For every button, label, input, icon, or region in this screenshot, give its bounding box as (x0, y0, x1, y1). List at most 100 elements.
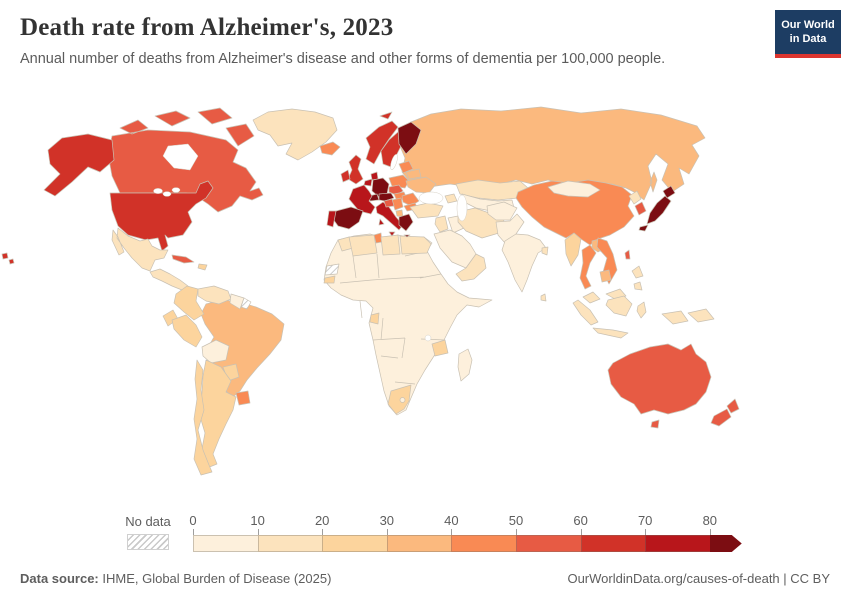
legend-no-data: No data (124, 514, 172, 550)
country-croatia-slovenia[interactable] (383, 198, 395, 208)
country-australia[interactable] (607, 343, 712, 415)
country-western-sahara[interactable] (324, 263, 340, 276)
country-portugal[interactable] (326, 210, 337, 228)
legend-bin-60-70[interactable] (580, 535, 646, 552)
country-serbia-bosnia[interactable] (391, 197, 404, 211)
country-malaysia[interactable] (582, 288, 627, 304)
country-italy[interactable] (375, 201, 404, 237)
water-great-lakes (162, 191, 172, 197)
country-united-states-hawaii[interactable] (1, 252, 15, 265)
owid-logo[interactable]: Our World in Data (775, 10, 841, 58)
country-turkey[interactable] (409, 202, 444, 219)
country-ireland[interactable] (340, 169, 351, 183)
country-tanzania[interactable] (431, 339, 449, 357)
legend-bin-70-80[interactable] (645, 535, 710, 552)
legend-tick-50: 50 (508, 513, 524, 528)
country-iceland[interactable] (319, 141, 341, 156)
water-lake-victoria (424, 334, 432, 342)
country-spain[interactable] (332, 206, 364, 230)
country-caucasus[interactable] (444, 193, 458, 204)
country-central-america[interactable] (149, 268, 189, 291)
country-senegal[interactable] (323, 275, 336, 284)
country-france[interactable] (348, 184, 376, 215)
country-finland[interactable] (397, 121, 422, 155)
legend-tick-70: 70 (637, 513, 653, 528)
country-sweden[interactable] (380, 131, 405, 168)
country-new-zealand[interactable] (710, 398, 740, 427)
legend-tick-80: 80 (702, 513, 718, 528)
legend-tickmark-20 (322, 529, 324, 535)
country-lesotho[interactable] (399, 397, 406, 403)
country-pakistan[interactable] (495, 213, 525, 244)
legend-bin-50-60[interactable] (515, 535, 581, 552)
country-papua-new-guinea[interactable] (687, 308, 715, 323)
legend-no-data-swatch[interactable] (127, 534, 169, 550)
water-caspian-sea (456, 194, 468, 222)
country-cuba[interactable] (171, 254, 195, 264)
legend-tick-10: 10 (250, 513, 265, 528)
country-mongolia[interactable] (547, 180, 601, 198)
country-egypt[interactable] (399, 235, 432, 255)
water-great-lakes (171, 187, 181, 193)
country-greece[interactable] (398, 213, 414, 238)
country-baltics[interactable] (398, 160, 414, 174)
country-brazil[interactable] (200, 299, 285, 398)
legend-bin-20-30[interactable] (322, 535, 387, 552)
legend-tick-40: 40 (444, 513, 459, 528)
country-united-states[interactable] (109, 180, 214, 252)
country-thailand[interactable] (579, 244, 597, 290)
country-benelux[interactable] (363, 178, 373, 187)
water-black-sea (418, 191, 444, 205)
page-title: Death rate from Alzheimer's, 2023 (20, 14, 394, 41)
country-levant[interactable] (434, 215, 449, 233)
country-indonesia[interactable] (572, 295, 689, 339)
country-afghanistan[interactable] (486, 201, 518, 221)
country-madagascar[interactable] (457, 348, 473, 382)
country-india[interactable] (501, 233, 547, 293)
footer-source-text: IHME, Global Burden of Disease (2025) (102, 571, 332, 586)
country-south-korea[interactable] (634, 201, 647, 216)
country-myanmar[interactable] (564, 232, 582, 267)
country-libya[interactable] (380, 234, 401, 256)
legend-bin-10-20[interactable] (257, 535, 323, 552)
country-oman-yemen[interactable] (455, 253, 487, 282)
legend-tickmark-30 (386, 529, 388, 535)
legend-bin-40-50[interactable] (451, 535, 516, 552)
country-colombia[interactable] (173, 285, 205, 321)
country-algeria[interactable] (348, 234, 378, 257)
country-vietnam[interactable] (596, 237, 618, 285)
country-united-kingdom[interactable] (347, 154, 364, 185)
legend-bin-80+[interactable] (709, 535, 742, 552)
country-chile[interactable] (193, 359, 213, 476)
legend-bin-30-40[interactable] (386, 535, 452, 552)
legend-tick-30: 30 (379, 513, 395, 528)
country-peru[interactable] (171, 314, 203, 348)
country-guyana-suriname[interactable] (229, 293, 245, 310)
country-cambodia[interactable] (599, 269, 612, 283)
country-north-korea[interactable] (628, 190, 642, 205)
country-venezuela[interactable] (197, 285, 232, 305)
chart-header: Death rate from Alzheimer's, 2023 Annual… (20, 14, 760, 67)
country-greenland[interactable] (252, 108, 338, 161)
country-mexico[interactable] (111, 227, 169, 272)
country-bangladesh[interactable] (541, 246, 549, 256)
legend-bin-0-10[interactable] (193, 535, 258, 552)
chart-footer: Data source: IHME, Global Burden of Dise… (20, 571, 830, 586)
country-united-states-alaska[interactable] (43, 133, 115, 197)
country-south-africa[interactable] (387, 384, 412, 415)
country-taiwan[interactable] (624, 249, 631, 260)
country-japan[interactable] (638, 185, 676, 232)
country-belarus[interactable] (405, 168, 422, 180)
country-philippines[interactable] (631, 265, 644, 291)
country-bolivia[interactable] (201, 339, 230, 364)
country-sri-lanka[interactable] (540, 293, 547, 302)
world-map (0, 88, 850, 510)
country-gabon[interactable] (369, 312, 380, 325)
footer-credit-link[interactable]: OurWorldinData.org/causes-of-death | CC … (567, 571, 830, 586)
country-french-guiana[interactable] (240, 297, 252, 310)
country-australia-tasmania[interactable] (650, 419, 660, 429)
country-hispaniola[interactable] (197, 263, 208, 271)
map-legend: No data 0 10 20 30 40 50 60 70 80 (0, 512, 850, 560)
country-uruguay[interactable] (235, 390, 251, 406)
legend-bar-wrap: 0 10 20 30 40 50 60 70 80 (189, 512, 773, 556)
